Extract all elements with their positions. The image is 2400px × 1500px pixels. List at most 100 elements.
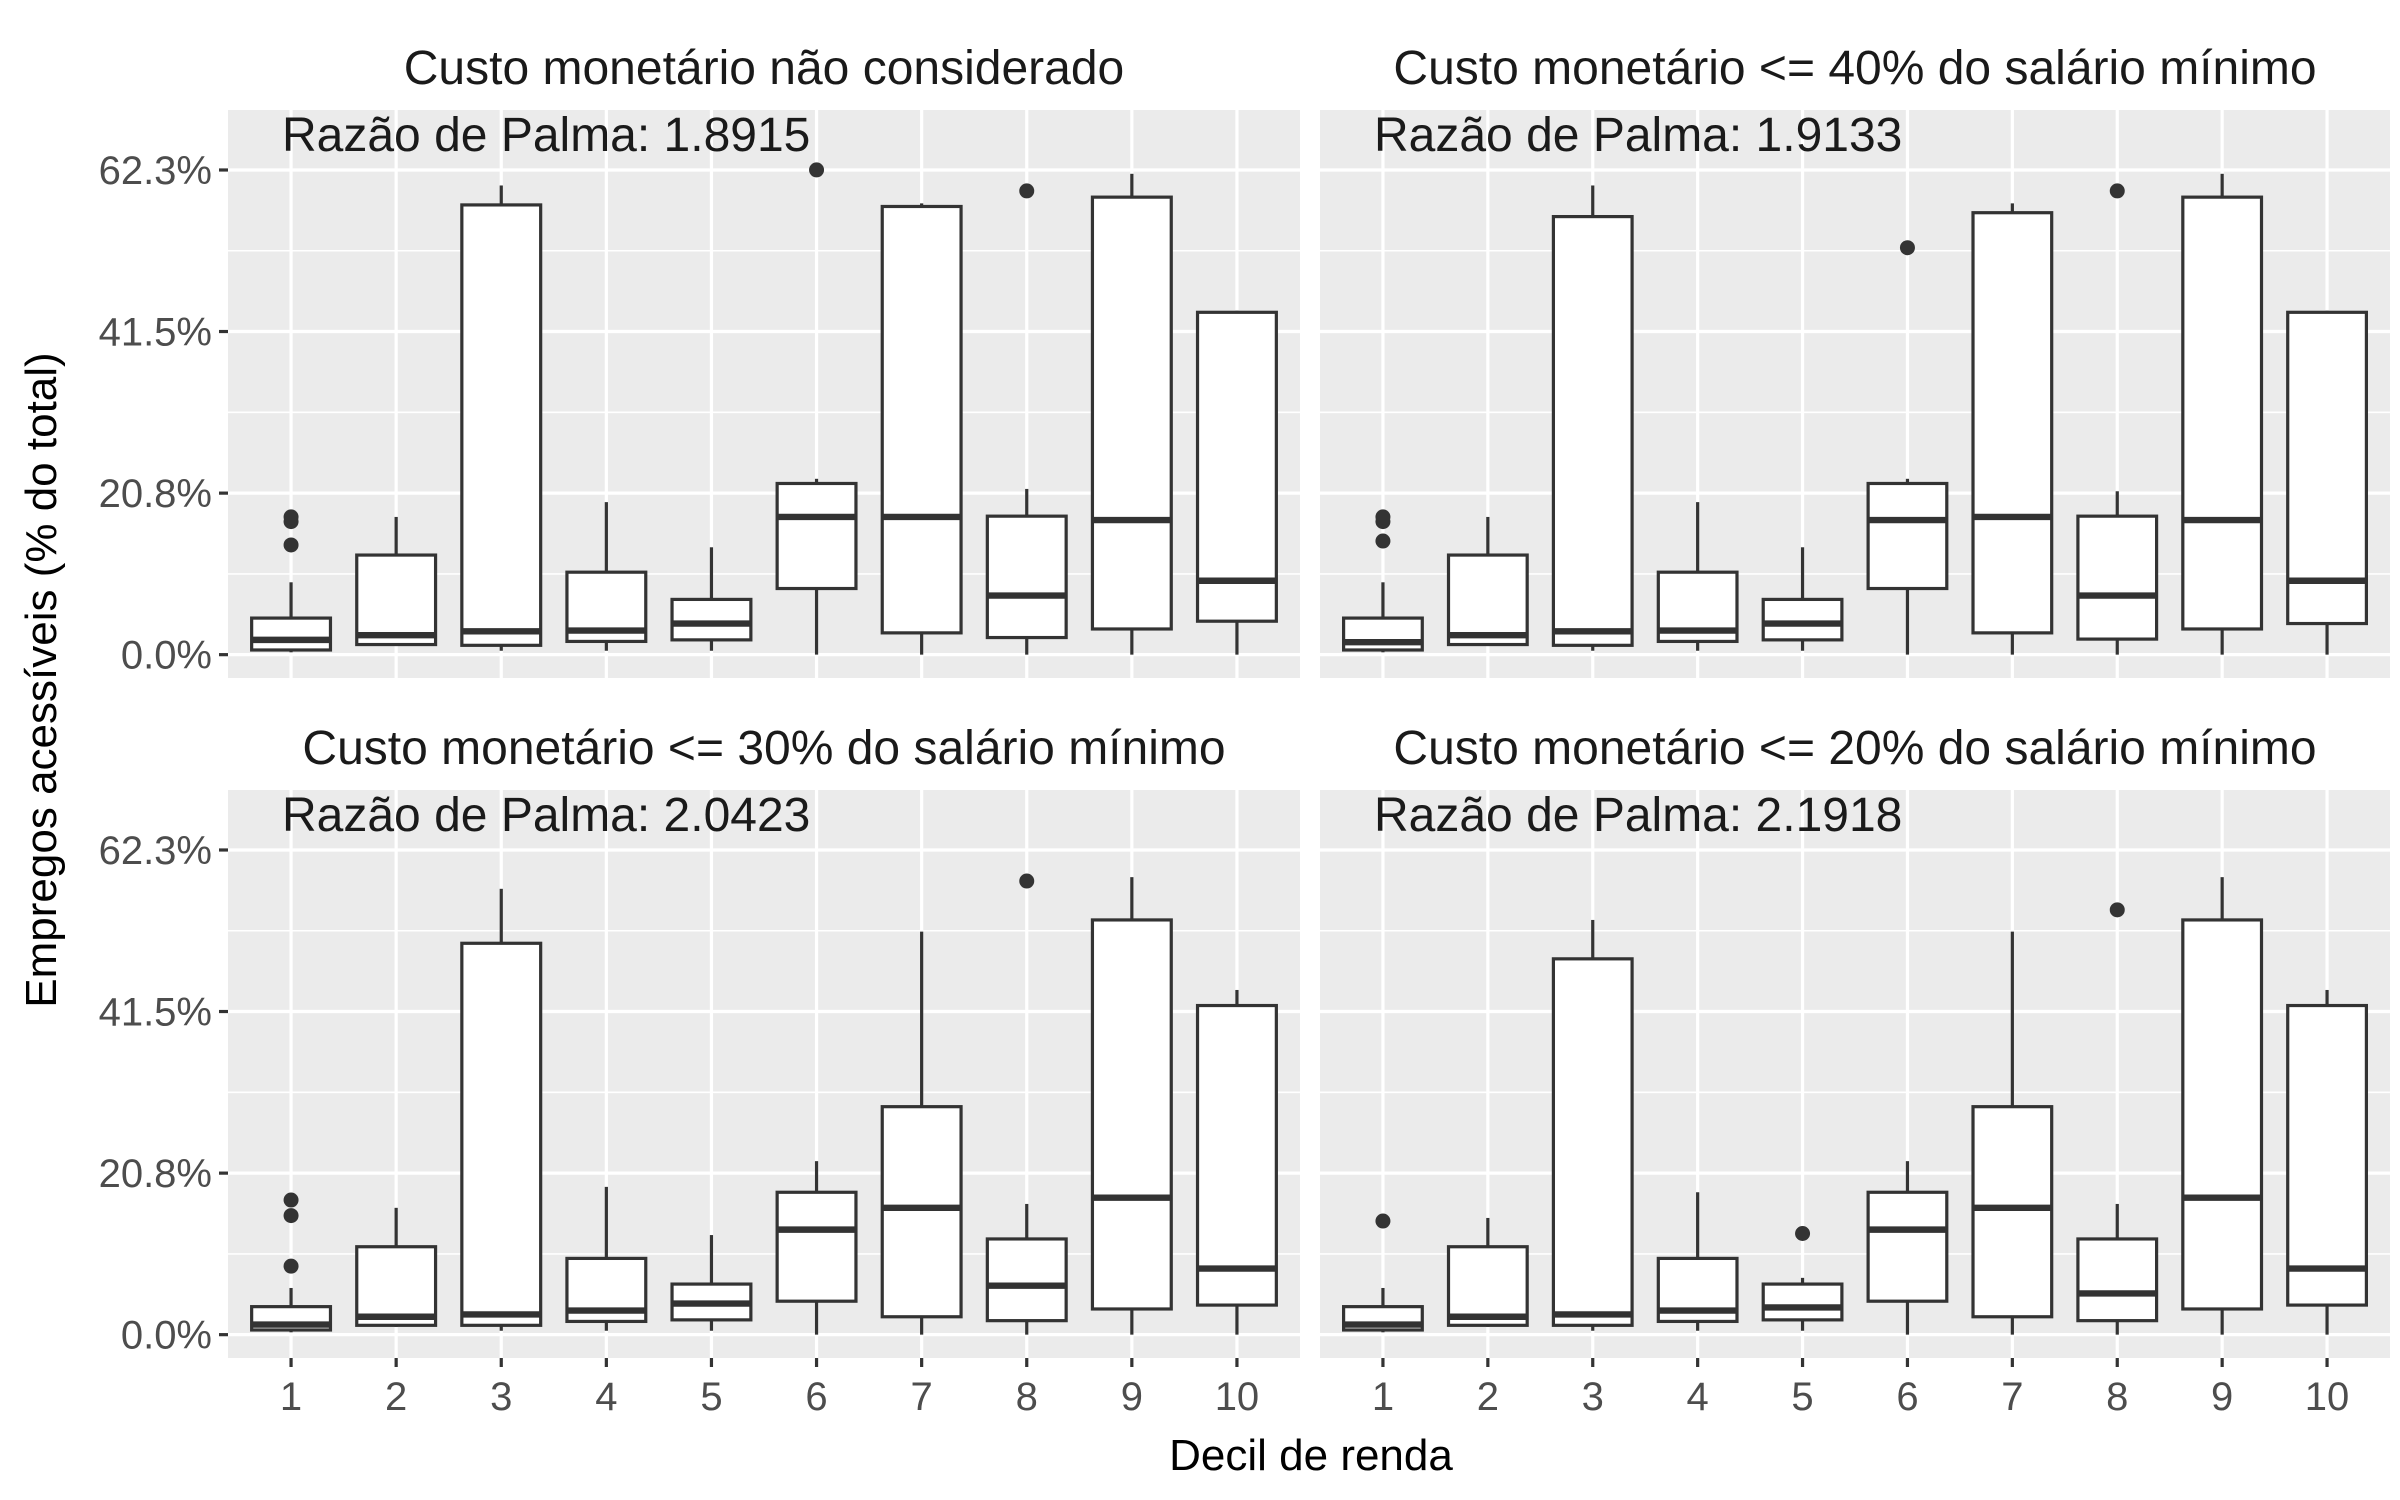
box-6 bbox=[1866, 240, 1949, 655]
box-9 bbox=[1090, 877, 1173, 1335]
x-tick-label: 7 bbox=[2001, 1375, 2023, 1419]
outlier-point bbox=[283, 1208, 299, 1224]
box-iqr bbox=[1446, 1245, 1529, 1327]
box-7 bbox=[880, 203, 963, 655]
box-7 bbox=[1971, 931, 2054, 1335]
box-iqr bbox=[775, 1190, 858, 1303]
box-5 bbox=[670, 547, 753, 651]
outlier-point bbox=[1375, 533, 1391, 549]
x-tick-label: 7 bbox=[911, 1375, 933, 1419]
box-4 bbox=[565, 502, 648, 651]
box-10 bbox=[2286, 310, 2368, 655]
x-tick-label: 8 bbox=[2106, 1375, 2128, 1419]
outlier-point bbox=[1375, 1213, 1391, 1229]
facet-title: Custo monetário não considerado bbox=[404, 42, 1124, 95]
box-7 bbox=[880, 931, 963, 1335]
box-iqr bbox=[2076, 1237, 2159, 1323]
x-tick-label: 4 bbox=[1687, 1375, 1709, 1419]
box-iqr bbox=[670, 597, 753, 642]
box-1 bbox=[1342, 509, 1424, 653]
box-iqr bbox=[460, 203, 543, 647]
y-tick-label: 20.8% bbox=[99, 1152, 212, 1196]
x-tick-label: 10 bbox=[2305, 1375, 2350, 1419]
box-iqr bbox=[880, 1105, 963, 1319]
box-2 bbox=[1446, 516, 1529, 647]
box-iqr bbox=[1195, 310, 1278, 623]
facet-panel: Custo monetário <= 40% do salário mínimo… bbox=[1320, 42, 2390, 678]
x-tick-label: 3 bbox=[490, 1375, 512, 1419]
box-iqr bbox=[250, 616, 333, 652]
x-tick-label: 8 bbox=[1016, 1375, 1038, 1419]
box-6 bbox=[1866, 1161, 1949, 1335]
y-tick-label: 20.8% bbox=[99, 472, 212, 516]
box-iqr bbox=[355, 1245, 438, 1327]
box-iqr bbox=[1195, 1003, 1278, 1307]
x-axis-title: Decil de renda bbox=[1169, 1431, 1453, 1480]
x-tick-label: 3 bbox=[1582, 1375, 1604, 1419]
outlier-point bbox=[2109, 902, 2125, 918]
facet-panel: Custo monetário não considerado Razão de … bbox=[99, 42, 1300, 678]
y-tick-label: 41.5% bbox=[99, 991, 212, 1035]
outlier-point bbox=[1899, 240, 1915, 256]
box-iqr bbox=[985, 1237, 1068, 1323]
box-iqr bbox=[1551, 214, 1634, 647]
x-tick-label: 6 bbox=[1896, 1375, 1918, 1419]
box-5 bbox=[670, 1235, 753, 1331]
box-9 bbox=[2181, 173, 2264, 655]
box-4 bbox=[1656, 502, 1739, 651]
box-iqr bbox=[1971, 1105, 2054, 1319]
box-iqr bbox=[880, 204, 963, 635]
facet-panels: Custo monetário não considerado Razão de … bbox=[99, 42, 2390, 1419]
outlier-point bbox=[1375, 509, 1391, 525]
box-5 bbox=[1761, 1226, 1844, 1331]
y-tick-label: 62.3% bbox=[99, 149, 212, 193]
y-tick-label: 41.5% bbox=[99, 311, 212, 355]
box-7 bbox=[1971, 203, 2054, 655]
box-10 bbox=[1195, 310, 1278, 655]
box-2 bbox=[355, 516, 438, 647]
box-iqr bbox=[2076, 514, 2159, 641]
box-iqr bbox=[1090, 195, 1173, 631]
box-iqr bbox=[2181, 195, 2264, 631]
facet-panel: Custo monetário <= 30% do salário mínimo… bbox=[99, 722, 1300, 1419]
facet-title: Custo monetário <= 40% do salário mínimo bbox=[1393, 42, 2316, 95]
box-8 bbox=[2076, 183, 2159, 655]
box-1 bbox=[250, 509, 333, 653]
box-3 bbox=[1551, 919, 1634, 1331]
box-10 bbox=[1195, 989, 1278, 1335]
facet-title: Custo monetário <= 30% do salário mínimo bbox=[302, 722, 1225, 775]
y-tick-label: 0.0% bbox=[121, 1314, 212, 1358]
box-5 bbox=[1761, 547, 1844, 651]
box-4 bbox=[565, 1186, 648, 1331]
box-6 bbox=[775, 162, 858, 655]
palma-ratio-annotation: Razão de Palma: 1.8915 bbox=[282, 109, 810, 162]
box-3 bbox=[460, 888, 543, 1331]
x-tick-label: 5 bbox=[700, 1375, 722, 1419]
box-iqr bbox=[355, 553, 438, 647]
outlier-point bbox=[809, 162, 825, 178]
box-2 bbox=[1446, 1217, 1529, 1327]
palma-ratio-annotation: Razão de Palma: 1.9133 bbox=[1374, 109, 1902, 162]
box-8 bbox=[985, 183, 1068, 655]
box-iqr bbox=[1866, 1190, 1949, 1303]
box-9 bbox=[2181, 877, 2264, 1335]
box-iqr bbox=[460, 941, 543, 1327]
box-1 bbox=[1342, 1213, 1424, 1333]
box-6 bbox=[775, 1161, 858, 1335]
box-iqr bbox=[2286, 1003, 2368, 1307]
box-iqr bbox=[985, 514, 1068, 640]
outlier-point bbox=[1019, 183, 1035, 199]
y-tick-label: 62.3% bbox=[99, 829, 212, 873]
x-tick-label: 9 bbox=[1121, 1375, 1143, 1419]
box-1 bbox=[250, 1192, 333, 1333]
box-4 bbox=[1656, 1192, 1739, 1331]
box-8 bbox=[985, 873, 1068, 1335]
facet-panel: Custo monetário <= 20% do salário mínimo… bbox=[1320, 722, 2390, 1419]
x-tick-label: 1 bbox=[280, 1375, 302, 1419]
box-iqr bbox=[1971, 211, 2054, 635]
box-iqr bbox=[2181, 918, 2264, 1311]
palma-ratio-annotation: Razão de Palma: 2.0423 bbox=[282, 789, 810, 842]
box-3 bbox=[1551, 185, 1634, 651]
x-tick-label: 10 bbox=[1215, 1375, 1260, 1419]
outlier-point bbox=[1019, 873, 1035, 889]
